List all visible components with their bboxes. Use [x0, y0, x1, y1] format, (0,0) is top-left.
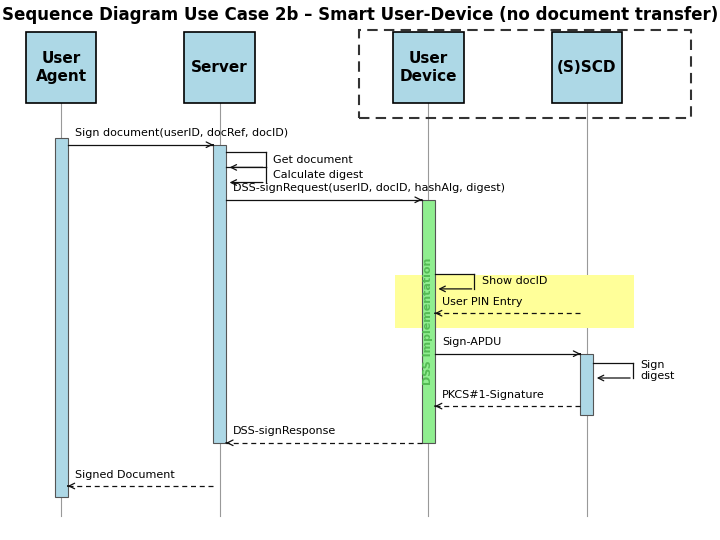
Bar — [213, 145, 226, 443]
Text: Sign-APDU: Sign-APDU — [442, 337, 501, 347]
Text: Server: Server — [192, 60, 248, 75]
Text: Signed Document: Signed Document — [75, 469, 175, 480]
Text: DSS-signRequest(userID, docID, hashAlg, digest): DSS-signRequest(userID, docID, hashAlg, … — [233, 183, 505, 193]
Text: Show docID: Show docID — [482, 276, 547, 286]
Text: User
Agent: User Agent — [35, 51, 87, 84]
FancyBboxPatch shape — [552, 32, 622, 103]
Text: Sign
digest: Sign digest — [640, 360, 675, 381]
Bar — [395, 275, 634, 328]
Text: User
Device: User Device — [400, 51, 457, 84]
Bar — [422, 200, 435, 443]
Text: (S)SCD: (S)SCD — [557, 60, 616, 75]
Text: Sign document(userID, docRef, docID): Sign document(userID, docRef, docID) — [75, 128, 288, 138]
Text: User PIN Entry: User PIN Entry — [442, 296, 523, 307]
Bar — [580, 354, 593, 415]
FancyBboxPatch shape — [26, 32, 96, 103]
Bar — [55, 138, 68, 497]
Text: PKCS#1-Signature: PKCS#1-Signature — [442, 389, 545, 400]
Text: DSS Implementation: DSS Implementation — [423, 258, 433, 385]
Text: DSS-signResponse: DSS-signResponse — [233, 426, 336, 436]
FancyBboxPatch shape — [393, 32, 464, 103]
Text: Calculate digest: Calculate digest — [273, 170, 363, 180]
Bar — [359, 30, 691, 118]
Text: Sequence Diagram Use Case 2b – Smart User-Device (no document transfer): Sequence Diagram Use Case 2b – Smart Use… — [2, 6, 718, 24]
FancyBboxPatch shape — [184, 32, 255, 103]
Text: Get document: Get document — [273, 155, 353, 165]
